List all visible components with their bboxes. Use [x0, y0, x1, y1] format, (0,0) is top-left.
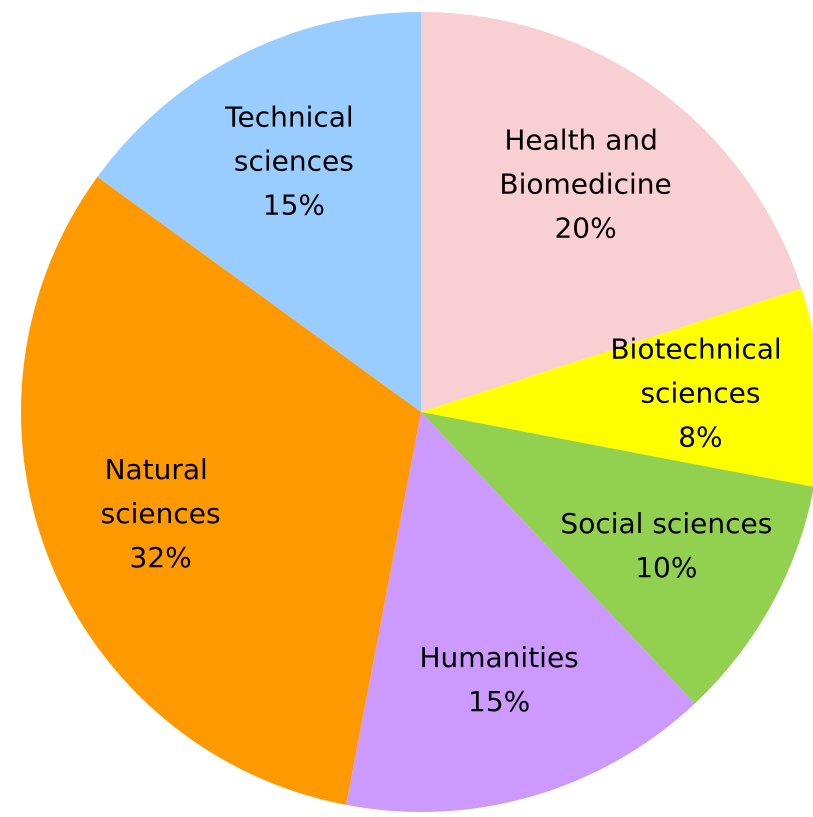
slice-label: Biotechnical sciences: [610, 332, 790, 409]
pie-slice: [20, 176, 421, 805]
slice-label: Technical sciences: [224, 101, 362, 178]
pie-slice: [421, 412, 813, 704]
slice-value-label: 15%: [468, 685, 530, 718]
pie-slice: [346, 412, 695, 812]
slice-label-line: Technical: [224, 101, 362, 134]
slice-label-line: Social sciences: [560, 507, 772, 540]
slice-label-line: Humanities: [419, 641, 578, 674]
slice-label-line: sciences: [101, 497, 221, 530]
slice-value-label: 20%: [554, 211, 616, 244]
slice-label-line: Biomedicine: [499, 167, 671, 200]
slice-label-line: Natural: [105, 453, 217, 486]
slice-label-line: Biotechnical: [610, 332, 790, 365]
pie-slice: [421, 12, 802, 412]
pie-slice: [421, 288, 813, 487]
slice-label: Health and Biomedicine: [499, 123, 671, 200]
slice-value-label: 15%: [263, 189, 325, 222]
slice-label: Social sciences: [560, 507, 772, 540]
slice-label-line: Health and: [504, 123, 666, 156]
slice-value-label: 8%: [678, 420, 722, 453]
slice-value-label: 32%: [130, 541, 192, 574]
slice-label: Natural sciences: [101, 453, 221, 530]
slice-label-line: sciences: [640, 376, 760, 409]
slice-label: Humanities: [419, 641, 578, 674]
slice-value-label: 10%: [635, 551, 697, 584]
slice-label-line: sciences: [234, 145, 354, 178]
pie-slice: [97, 11, 422, 412]
